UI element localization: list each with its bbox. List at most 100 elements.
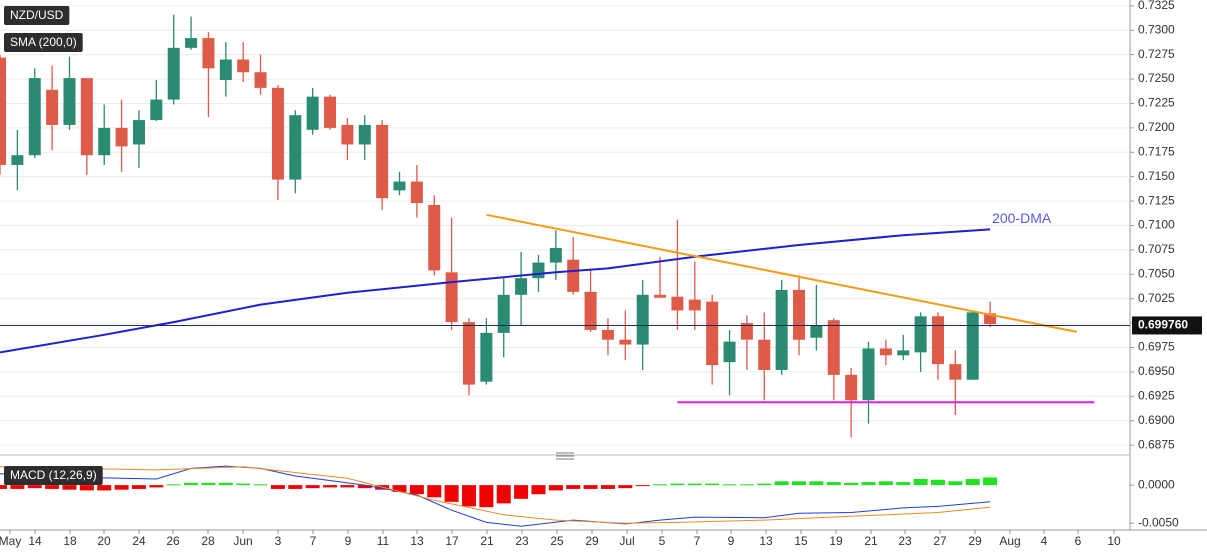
x-tick-label: 7 — [694, 534, 701, 548]
x-tick-label: 15 — [794, 534, 808, 548]
x-tick-label: 26 — [166, 534, 180, 548]
candle-body — [376, 124, 389, 199]
histogram-bar — [131, 485, 146, 489]
histogram-bar — [930, 479, 945, 486]
histogram-bar — [722, 484, 737, 486]
candle-body — [202, 38, 215, 69]
x-tick-label: 11 — [377, 534, 390, 548]
y-tick-label: 0.7325 — [1138, 0, 1175, 12]
histogram-bar — [826, 482, 841, 486]
candle-body — [219, 59, 232, 81]
candle-body — [150, 99, 163, 121]
candle-body — [827, 320, 840, 375]
histogram-bar — [496, 485, 511, 504]
histogram-bar — [618, 485, 633, 489]
candle-body — [11, 155, 24, 165]
x-tick-label: 27 — [933, 534, 947, 548]
histogram-bar — [566, 485, 581, 489]
candle-body — [636, 294, 649, 345]
candle-body — [879, 348, 892, 356]
y-tick-label: 0.6975 — [1138, 340, 1175, 354]
histogram-bar — [10, 485, 25, 489]
x-tick-label: 25 — [550, 534, 564, 548]
histogram-bar — [583, 485, 598, 489]
histogram-bar — [548, 485, 563, 491]
histogram-bar — [983, 477, 998, 486]
histogram-bar — [896, 482, 911, 486]
candle-body — [237, 59, 250, 73]
x-tick-label: 21 — [480, 534, 494, 548]
histogram-bar — [114, 485, 129, 490]
histogram-bar — [461, 485, 476, 507]
label-box: NZD/USD — [4, 6, 70, 25]
x-tick-label: 23 — [515, 534, 529, 548]
line-label: 200-DMA — [992, 210, 1052, 226]
candle-body — [289, 115, 302, 180]
candle-body — [271, 87, 284, 180]
y-tick-label: 0.7275 — [1138, 47, 1175, 61]
x-tick-label: 19 — [829, 534, 843, 548]
x-tick-label: 18 — [63, 534, 77, 548]
signal-line — [0, 466, 991, 524]
label-box-text: MACD (12,26,9) — [10, 468, 97, 482]
x-tick-label: 24 — [132, 534, 146, 548]
label-box-bg — [4, 33, 83, 52]
overlay-line — [486, 213, 1078, 333]
histogram-bar — [323, 485, 338, 488]
y-tick-label: 0.7200 — [1138, 120, 1175, 134]
x-tick-label: Aug — [999, 534, 1020, 548]
histogram-bar — [79, 485, 94, 491]
candle-body — [949, 364, 962, 380]
histogram-bar — [392, 485, 407, 492]
candle-body — [654, 294, 667, 298]
histogram-bar — [288, 485, 303, 489]
resize-handle[interactable] — [556, 452, 574, 460]
histogram-bar — [236, 483, 251, 486]
histogram-bar — [253, 484, 268, 486]
last-price-label: 0.699760 — [1138, 318, 1188, 332]
x-tick-label: 23 — [898, 534, 912, 548]
candle-body — [740, 323, 753, 340]
x-tick-label: 28 — [201, 534, 215, 548]
x-tick-label: 29 — [585, 534, 599, 548]
candle-body — [0, 57, 6, 165]
x-tick-label: Jul — [619, 534, 634, 548]
x-tick-label: 4 — [1041, 534, 1048, 548]
histogram-bar — [201, 482, 216, 486]
histogram-bar — [670, 483, 685, 486]
histogram-bar — [757, 483, 772, 486]
y-tick-label: 0.6925 — [1138, 388, 1175, 402]
histogram-bar — [739, 484, 754, 486]
candle-body — [115, 127, 128, 147]
x-tick-label: 3 — [275, 534, 282, 548]
x-tick-label: 13 — [410, 534, 424, 548]
histogram-bar — [97, 485, 112, 491]
histogram-bar — [948, 481, 963, 486]
x-tick-label: 14 — [28, 534, 42, 548]
candle-body — [132, 120, 145, 145]
histogram-bar — [861, 482, 876, 486]
candle-body — [358, 124, 371, 145]
histogram-bar — [531, 485, 546, 495]
histogram-bar — [62, 485, 77, 490]
candle-body — [601, 329, 614, 340]
candle-body — [706, 301, 719, 366]
candle-body — [445, 272, 458, 323]
histogram-bar — [844, 482, 859, 486]
y-tick-label: 0.0000 — [1138, 477, 1175, 491]
candle-body — [63, 78, 76, 125]
candle-body — [46, 89, 59, 125]
candle-body — [966, 312, 979, 380]
x-tick-label: 5 — [659, 534, 666, 548]
candle-body — [80, 78, 93, 156]
histogram-bar — [184, 482, 199, 486]
candle-body — [410, 181, 423, 204]
label-box: SMA (200,0) — [4, 33, 83, 52]
candle-body — [810, 325, 823, 338]
histogram-bar — [45, 485, 60, 489]
y-tick-label: 0.7175 — [1138, 144, 1175, 158]
histogram-bar — [427, 485, 442, 498]
y-tick-label: -0.0050 — [1138, 515, 1179, 529]
y-tick-label: 0.7075 — [1138, 242, 1175, 256]
